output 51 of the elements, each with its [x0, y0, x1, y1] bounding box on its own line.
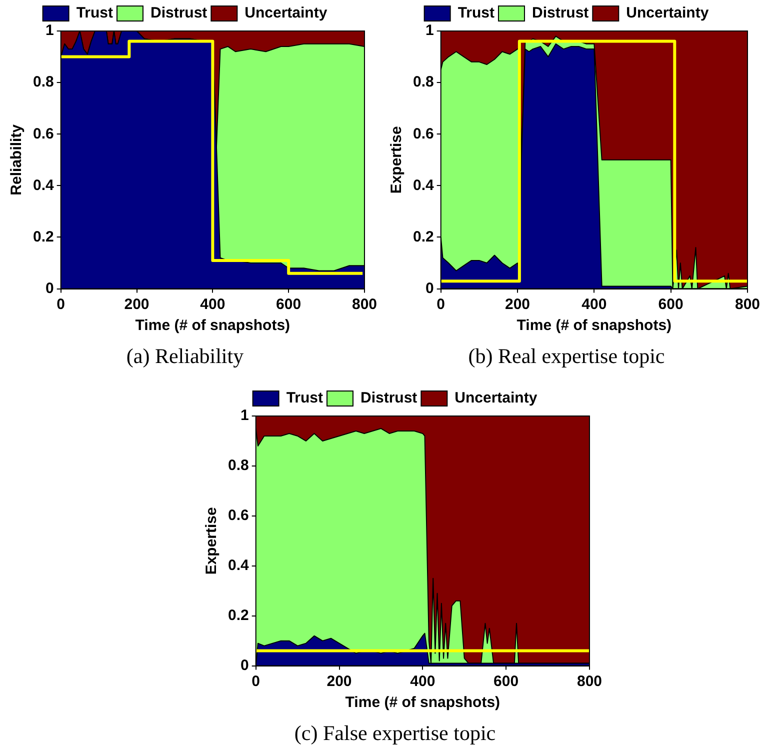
- x-axis-title: Time (# of snapshots): [135, 316, 290, 334]
- x-tick-label: 200: [326, 672, 352, 690]
- x-tick-label: 0: [252, 672, 260, 690]
- x-axis-title: Time (# of snapshots): [516, 316, 672, 334]
- y-tick-label: 0.4: [412, 176, 434, 194]
- y-tick-label: 1: [426, 22, 434, 40]
- legend-label: Uncertainty: [626, 4, 710, 22]
- y-axis-title: Expertise: [203, 507, 220, 575]
- x-tick-label: 400: [200, 296, 226, 313]
- legend-label: Trust: [458, 4, 495, 22]
- y-tick-label: 0: [46, 280, 54, 297]
- x-tick-label: 0: [436, 296, 446, 313]
- y-tick-label: 0.6: [412, 125, 434, 142]
- x-tick-label: 800: [734, 296, 760, 313]
- x-tick-label: 400: [410, 672, 436, 690]
- legend-label: Distrust: [150, 4, 208, 22]
- y-axis-title: Expertise: [388, 126, 406, 194]
- x-axis-title: Time (# of snapshots): [345, 694, 500, 711]
- legend-label: Uncertainty: [454, 390, 538, 407]
- x-tick-label: 600: [658, 296, 684, 313]
- legend-label: Trust: [286, 390, 324, 407]
- y-tick-label: 0.8: [32, 74, 54, 91]
- y-tick-label: 0: [426, 280, 434, 297]
- y-tick-label: 0.8: [412, 74, 434, 91]
- y-tick-label: 0.2: [228, 606, 249, 624]
- legend-label: Distrust: [532, 4, 589, 22]
- y-axis-title: Reliability: [8, 124, 26, 196]
- x-tick-label: 600: [276, 296, 302, 313]
- y-tick-label: 0.8: [228, 457, 249, 474]
- text: (a) Reliability: [126, 344, 244, 368]
- text: (c) False expertise topic: [294, 720, 496, 745]
- legend-label: Uncertainty: [244, 4, 328, 22]
- y-tick-label: 0.2: [412, 228, 434, 246]
- text: (b) Real expertise topic: [468, 344, 665, 368]
- legend-label: Trust: [76, 4, 114, 22]
- y-tick-label: 0.2: [32, 228, 54, 246]
- y-tick-label: 0.4: [32, 176, 54, 194]
- y-tick-label: 1: [46, 22, 54, 40]
- x-tick-label: 400: [582, 296, 607, 313]
- x-tick-label: 800: [576, 672, 602, 690]
- x-tick-label: 0: [56, 296, 66, 313]
- x-tick-label: 800: [352, 296, 377, 313]
- y-tick-label: 0.6: [228, 507, 249, 524]
- y-tick-label: 0.6: [32, 125, 54, 142]
- y-tick-label: 1: [240, 407, 249, 424]
- x-tick-label: 200: [124, 296, 150, 313]
- x-tick-label: 600: [494, 672, 519, 690]
- legend-label: Distrust: [360, 390, 418, 407]
- x-tick-label: 200: [504, 296, 530, 313]
- y-tick-label: 0: [240, 656, 249, 674]
- y-tick-label: 0.4: [228, 557, 250, 574]
